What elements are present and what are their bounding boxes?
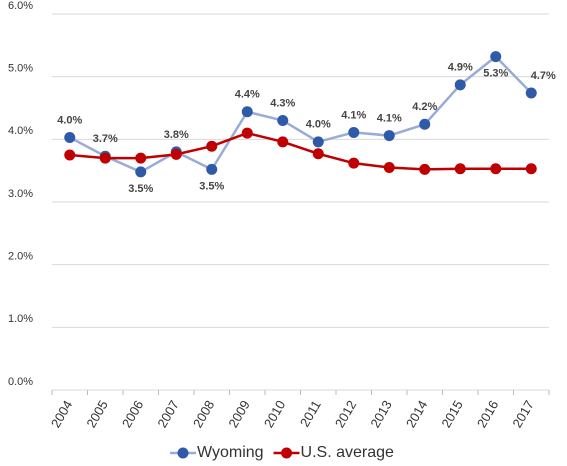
data-point bbox=[312, 136, 324, 148]
series-line bbox=[69, 54, 533, 174]
legend-label: U.S. average bbox=[301, 444, 394, 461]
data-point bbox=[419, 163, 431, 175]
data-label: 3.5% bbox=[128, 183, 153, 195]
data-label: 4.4% bbox=[235, 89, 260, 101]
data-point bbox=[383, 130, 395, 142]
data-label: 4.2% bbox=[412, 101, 437, 113]
data-point bbox=[241, 127, 253, 139]
legend-marker bbox=[281, 447, 293, 459]
data-label: 3.5% bbox=[199, 180, 224, 192]
data-point bbox=[454, 79, 466, 91]
data-point bbox=[206, 163, 218, 175]
data-point bbox=[525, 87, 537, 99]
data-label: 4.9% bbox=[448, 62, 473, 74]
x-tick-label: 2005 bbox=[83, 398, 110, 431]
data-point bbox=[525, 163, 537, 175]
data-point bbox=[241, 106, 253, 118]
series-line bbox=[69, 131, 532, 171]
x-tick-label: 2013 bbox=[367, 398, 394, 431]
y-tick-label: 1.0% bbox=[8, 313, 33, 325]
data-label: 5.3% bbox=[483, 68, 508, 80]
data-point bbox=[348, 126, 360, 138]
data-point bbox=[312, 148, 324, 160]
legend: Wyoming U.S. average bbox=[170, 444, 394, 461]
x-tick-label: 2015 bbox=[438, 398, 465, 431]
x-tick-label: 2007 bbox=[154, 398, 181, 431]
data-point bbox=[64, 131, 76, 143]
data-label: 3.7% bbox=[93, 133, 118, 145]
legend-marker bbox=[177, 447, 189, 459]
y-tick-label: 6.0% bbox=[8, 0, 33, 12]
data-label: 4.1% bbox=[377, 112, 402, 124]
x-tick-label: 2011 bbox=[297, 398, 324, 430]
x-tick-label: 2014 bbox=[403, 398, 430, 431]
x-tick-label: 2012 bbox=[332, 398, 359, 431]
legend-label: Wyoming bbox=[197, 444, 264, 461]
x-tick-label: 2006 bbox=[119, 398, 146, 431]
data-label: 4.3% bbox=[270, 97, 295, 109]
data-point bbox=[383, 162, 395, 174]
data-label: 4.0% bbox=[57, 114, 82, 126]
data-label: 4.1% bbox=[341, 109, 366, 121]
data-point bbox=[99, 152, 111, 164]
data-point bbox=[135, 152, 147, 164]
y-tick-label: 3.0% bbox=[8, 188, 33, 200]
data-point bbox=[419, 118, 431, 130]
data-point bbox=[206, 140, 218, 152]
data-point bbox=[348, 157, 360, 169]
x-tick-label: 2008 bbox=[190, 398, 217, 431]
data-point bbox=[490, 163, 502, 175]
y-tick-label: 5.0% bbox=[8, 63, 33, 75]
x-tick-label: 2004 bbox=[48, 398, 75, 431]
x-tick-label: 2010 bbox=[261, 398, 288, 431]
data-point bbox=[170, 148, 182, 160]
data-point bbox=[135, 166, 147, 178]
x-tick-label: 2016 bbox=[474, 398, 501, 431]
data-label: 4.0% bbox=[306, 119, 331, 131]
data-point bbox=[277, 136, 289, 148]
y-tick-label: 4.0% bbox=[8, 125, 33, 137]
x-tick-label: 2009 bbox=[225, 398, 252, 431]
data-label: 4.7% bbox=[531, 70, 556, 82]
y-tick-label: 2.0% bbox=[8, 251, 33, 263]
data-point bbox=[64, 149, 76, 161]
data-label: 3.8% bbox=[164, 129, 189, 141]
data-point bbox=[454, 163, 466, 175]
data-point bbox=[277, 115, 289, 127]
data-point bbox=[490, 51, 502, 63]
y-tick-label: 0.0% bbox=[8, 376, 33, 388]
x-tick-label: 2017 bbox=[509, 398, 536, 431]
